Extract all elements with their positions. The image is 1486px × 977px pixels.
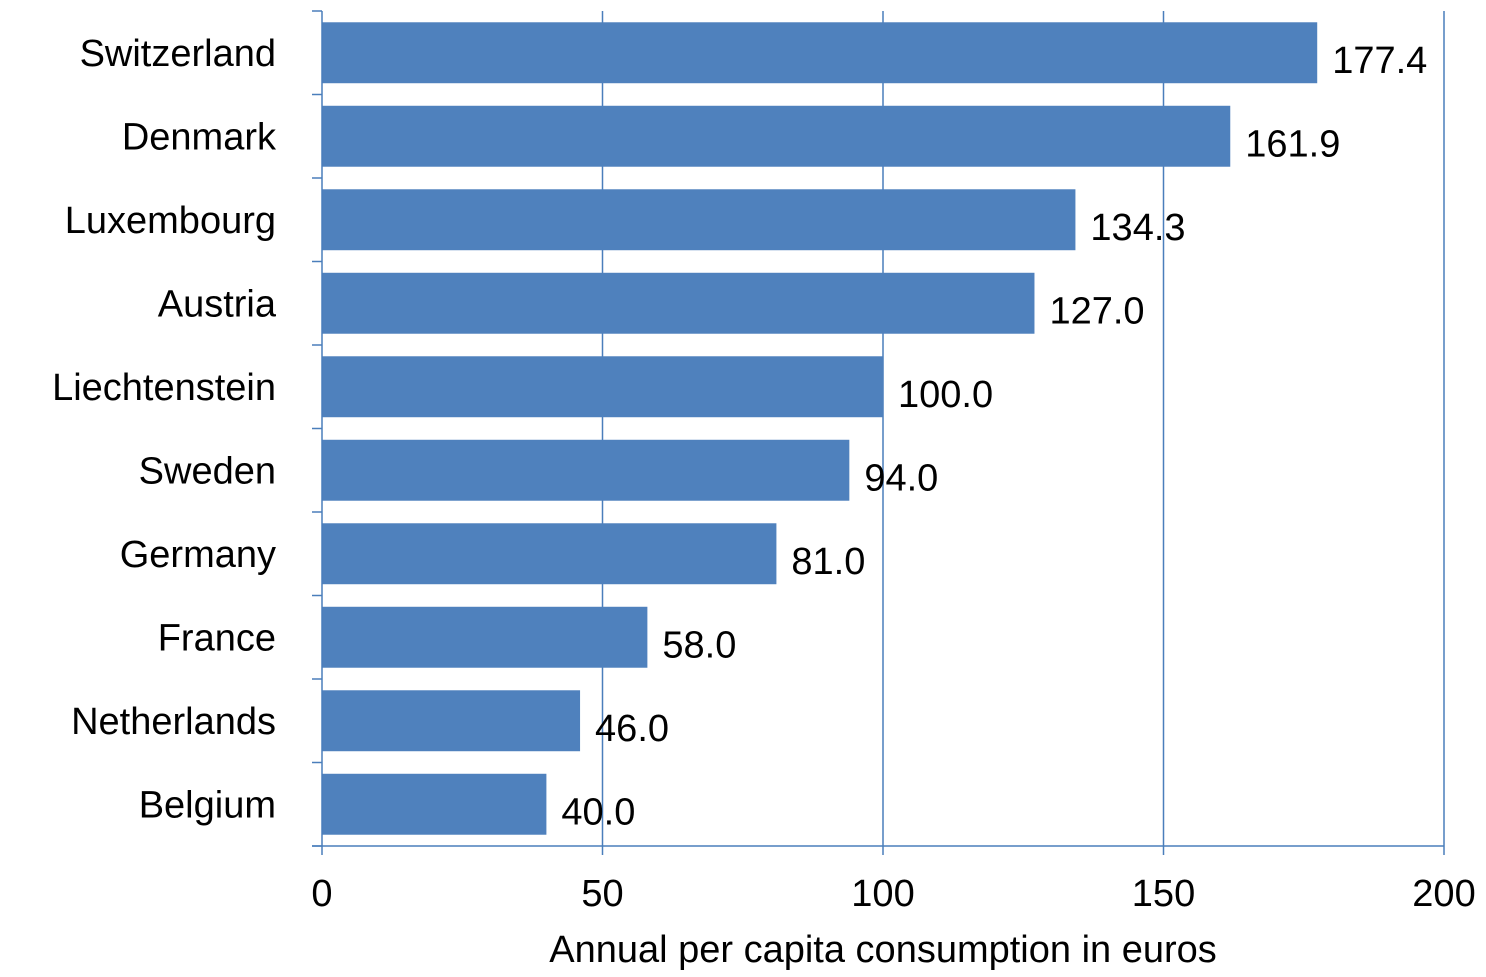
category-label: Belgium — [139, 784, 276, 826]
x-tick-label: 100 — [851, 873, 914, 915]
category-label: Denmark — [122, 116, 277, 158]
data-label: 40.0 — [561, 791, 635, 833]
bars — [322, 22, 1318, 835]
data-label: 46.0 — [595, 708, 669, 750]
x-tick-label: 0 — [311, 873, 332, 915]
category-label: Germany — [120, 534, 276, 576]
x-tick-label: 200 — [1412, 873, 1475, 915]
category-label: Netherlands — [71, 701, 276, 743]
data-label: 134.3 — [1090, 207, 1185, 249]
bar — [322, 523, 777, 585]
data-label: 100.0 — [898, 374, 993, 416]
x-axis-title: Annual per capita consumption in euros — [549, 929, 1217, 971]
category-label: Luxembourg — [65, 200, 276, 242]
bar — [322, 105, 1231, 167]
bar — [322, 189, 1076, 251]
bar — [322, 773, 547, 835]
axes — [312, 10, 1445, 855]
data-label: 127.0 — [1049, 290, 1144, 332]
data-label: 177.4 — [1332, 40, 1427, 82]
category-label: Austria — [158, 283, 277, 325]
category-label: France — [158, 617, 276, 659]
data-label: 161.9 — [1245, 123, 1340, 165]
bar — [322, 356, 883, 418]
bar — [322, 439, 850, 501]
data-label: 94.0 — [864, 457, 938, 499]
category-label: Liechtenstein — [52, 367, 276, 409]
x-tick-label: 150 — [1132, 873, 1195, 915]
labels: 0 50 100 150 200 Switzerland 177.4 Denmark 161.9… — [52, 33, 1476, 915]
category-label: Switzerland — [80, 33, 276, 75]
data-label: 81.0 — [791, 541, 865, 583]
data-label: 58.0 — [662, 624, 736, 666]
category-label: Sweden — [139, 450, 276, 492]
bar — [322, 690, 581, 752]
bar — [322, 606, 648, 668]
x-tick-label: 50 — [581, 873, 623, 915]
bar — [322, 272, 1035, 334]
bar — [322, 22, 1318, 84]
